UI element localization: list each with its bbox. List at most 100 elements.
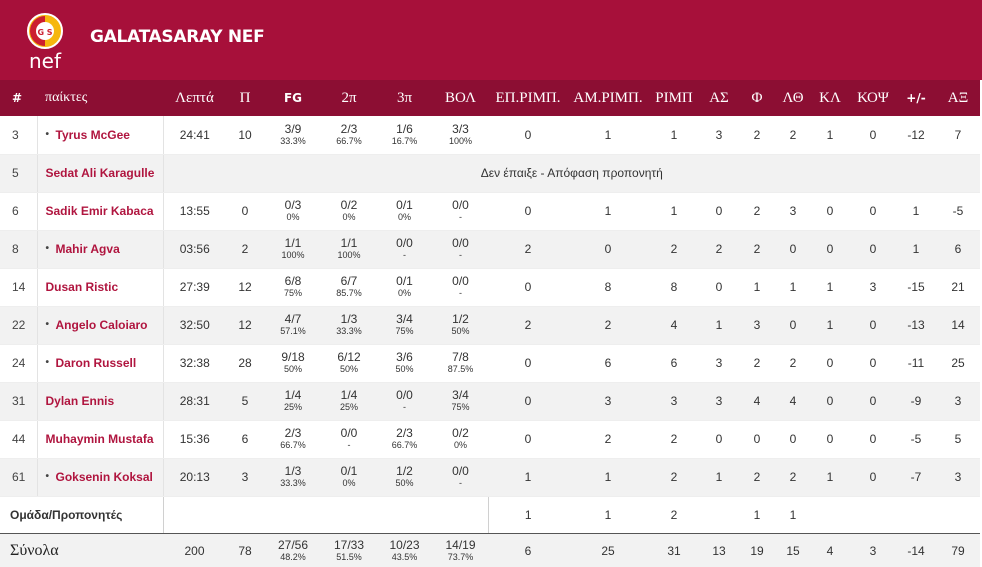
player-row[interactable]: 6 Sadik Emir Kabaca 13:55 0 0/3 0% 0/2 0% 0/1 0% 0… [0,192,980,231]
header-col-2pt[interactable]: 2π [322,80,376,116]
oreb: 0 [488,420,568,459]
three-pointers: 0/0- [376,382,433,421]
svg-text:nef: nef [29,49,62,73]
plus-minus: -9 [896,382,936,421]
player-name-cell[interactable]: Dylan Ennis [36,382,164,421]
header-col-ast[interactable]: ΑΣ [700,80,738,116]
player-name-link[interactable]: Sedat Ali Karagulle [45,166,155,180]
player-name-link[interactable]: Mahir Agva [55,242,120,256]
field-goals-made-attempted: 9/18 [281,350,305,364]
player-name-cell[interactable]: • Goksenin Koksal [36,458,164,497]
player-name-cell[interactable]: Muhaymin Mustafa [36,420,164,459]
free-throws-percentage: 73.7% [447,552,474,563]
three-pointers-percentage: 50% [395,364,414,374]
free-throws-made-attempted: 0/0 [452,198,469,212]
minutes: 32:38 [163,344,226,383]
player-name-link[interactable]: Dylan Ennis [45,394,115,408]
player-row[interactable]: 24 • Daron Russell 32:38 28 9/18 50% 6/12 50% 3/6… [0,344,980,383]
header-col-fouls[interactable]: Φ [738,80,776,116]
two-pointers-percentage: 85.7% [336,288,362,298]
player-row[interactable]: 61 • Goksenin Koksal 20:13 3 1/3 33.3% 0/1 0% 1/2… [0,458,980,497]
plus-minus: -11 [896,344,936,383]
header-col-oreb[interactable]: ΕΠ.ΡΙΜΠ. [488,80,568,116]
two-pointers: 6/7 85.7% [322,268,376,307]
player-name-link[interactable]: Muhaymin Mustafa [45,432,154,446]
starter-marker: • [45,319,50,330]
oreb: 2 [488,230,568,269]
dreb: 1 [568,458,648,497]
minutes: 03:56 [163,230,226,269]
player-name-cell[interactable]: • Mahir Agva [36,230,164,269]
steals: 0 [810,382,850,421]
header-col-ft[interactable]: ΒΟΛ [433,80,488,116]
player-row[interactable]: 5 Sedat Ali Karagulle Δεν έπαιξε - Απόφαση… [0,154,980,193]
player-row[interactable]: 31 Dylan Ennis 28:31 5 1/4 25% 1/4 25% 0/0-3/4 75… [0,382,980,421]
two-pointers: 1/3 33.3% [322,306,376,345]
header-col-number[interactable]: # [0,80,37,116]
player-name-link[interactable]: Dusan Ristic [45,280,119,294]
header-col-eff[interactable]: ΑΞ [936,80,980,116]
turnovers: 0 [776,230,810,269]
free-throws: 3/4 75% [433,382,488,421]
player-row[interactable]: 3 • Tyrus McGee 24:41 10 3/9 33.3% 2/3 66.7% 1/6 1… [0,116,980,155]
fouls: 2 [738,192,776,231]
ast: 3 [700,382,738,421]
player-name-link[interactable]: Daron Russell [55,356,137,370]
player-name-cell[interactable]: • Daron Russell [36,344,164,383]
header-col-blk[interactable]: ΚΟΨ [850,80,896,116]
dreb: 8 [568,268,648,307]
two-pointers: 6/12 50% [322,344,376,383]
player-name-cell[interactable]: Sadik Emir Kabaca [36,192,164,231]
header-col-players[interactable]: παίκτες [37,80,163,116]
player-row[interactable]: 14 Dusan Ristic 27:39 12 6/8 75% 6/7 85.7% 0/1 0%… [0,268,980,307]
header-col-to[interactable]: ΛΘ [776,80,810,116]
free-throws: 0/0- [433,192,488,231]
header-col-fg[interactable]: FG [264,80,322,116]
ast: 13 [700,533,738,567]
oreb: 0 [488,382,568,421]
ast: 1 [700,458,738,497]
player-name-link[interactable]: Tyrus McGee [55,127,130,142]
player-name-link[interactable]: Goksenin Koksal [55,470,153,484]
player-name-link[interactable]: Angelo Caloiaro [55,318,148,332]
header-col-dreb[interactable]: ΑΜ.ΡΙΜΠ. [568,80,648,116]
efficiency: 5 [936,420,980,459]
field-goals: 1/1 100% [264,230,322,269]
field-goals-percentage: 50% [283,364,302,374]
empty-cell [322,495,376,534]
three-pointers-made-attempted: 0/1 [396,274,413,288]
player-row[interactable]: 22 • Angelo Caloiaro 32:50 12 4/7 57.1% 1/3 33.3… [0,306,980,345]
header-col-3pt[interactable]: 3π [376,80,433,116]
dreb: 3 [568,382,648,421]
box-score-table: # παίκτες Λεπτά Π FG 2π 3π ΒΟΛ ΕΠ.ΡΙΜΠ. ΑΜ.ΡΙΜΠ. Ρ… [0,80,980,567]
dreb: 25 [568,533,648,567]
header-col-points[interactable]: Π [226,80,264,116]
starter-marker: • [45,128,50,140]
player-name-cell[interactable]: • Angelo Caloiaro [36,306,164,345]
free-throws-made-attempted: 3/4 [452,388,469,402]
steals: 1 [810,116,850,155]
player-row[interactable]: 8 • Mahir Agva 03:56 2 1/1 100% 1/1 100% 0/0-0/0-… [0,230,980,269]
header-col-plus-minus[interactable]: +/- [896,80,936,116]
efficiency: 3 [936,382,980,421]
player-name-cell[interactable]: • Tyrus McGee [36,116,164,155]
header-col-stl[interactable]: ΚΛ [810,80,850,116]
three-pointers-made-attempted: 10/23 [389,538,420,553]
player-rows: 3 • Tyrus McGee 24:41 10 3/9 33.3% 2/3 66.7% 1/6 1… [0,116,980,567]
header-col-minutes[interactable]: Λεπτά [163,80,226,116]
player-row[interactable]: 44 Muhaymin Mustafa 15:36 6 2/3 66.7% 0/0-2/3 6… [0,420,980,459]
three-pointers-made-attempted: 1/2 [396,464,413,478]
player-name-cell[interactable]: Sedat Ali Karagulle [36,154,164,193]
turnovers: 0 [776,420,810,459]
free-throws-percentage: - [459,288,462,298]
svg-text:G S: G S [37,28,52,37]
minutes: 27:39 [163,268,226,307]
plus-minus: -12 [896,116,936,155]
player-name-link[interactable]: Sadik Emir Kabaca [45,204,154,218]
steals: 0 [810,344,850,383]
player-name-cell[interactable]: Dusan Ristic [36,268,164,307]
free-throws-made-attempted: 0/2 [452,426,469,440]
player-number: 6 [0,192,37,231]
header-col-reb[interactable]: ΡΙΜΠ [648,80,700,116]
three-pointers-made-attempted: 1/6 [396,121,413,136]
